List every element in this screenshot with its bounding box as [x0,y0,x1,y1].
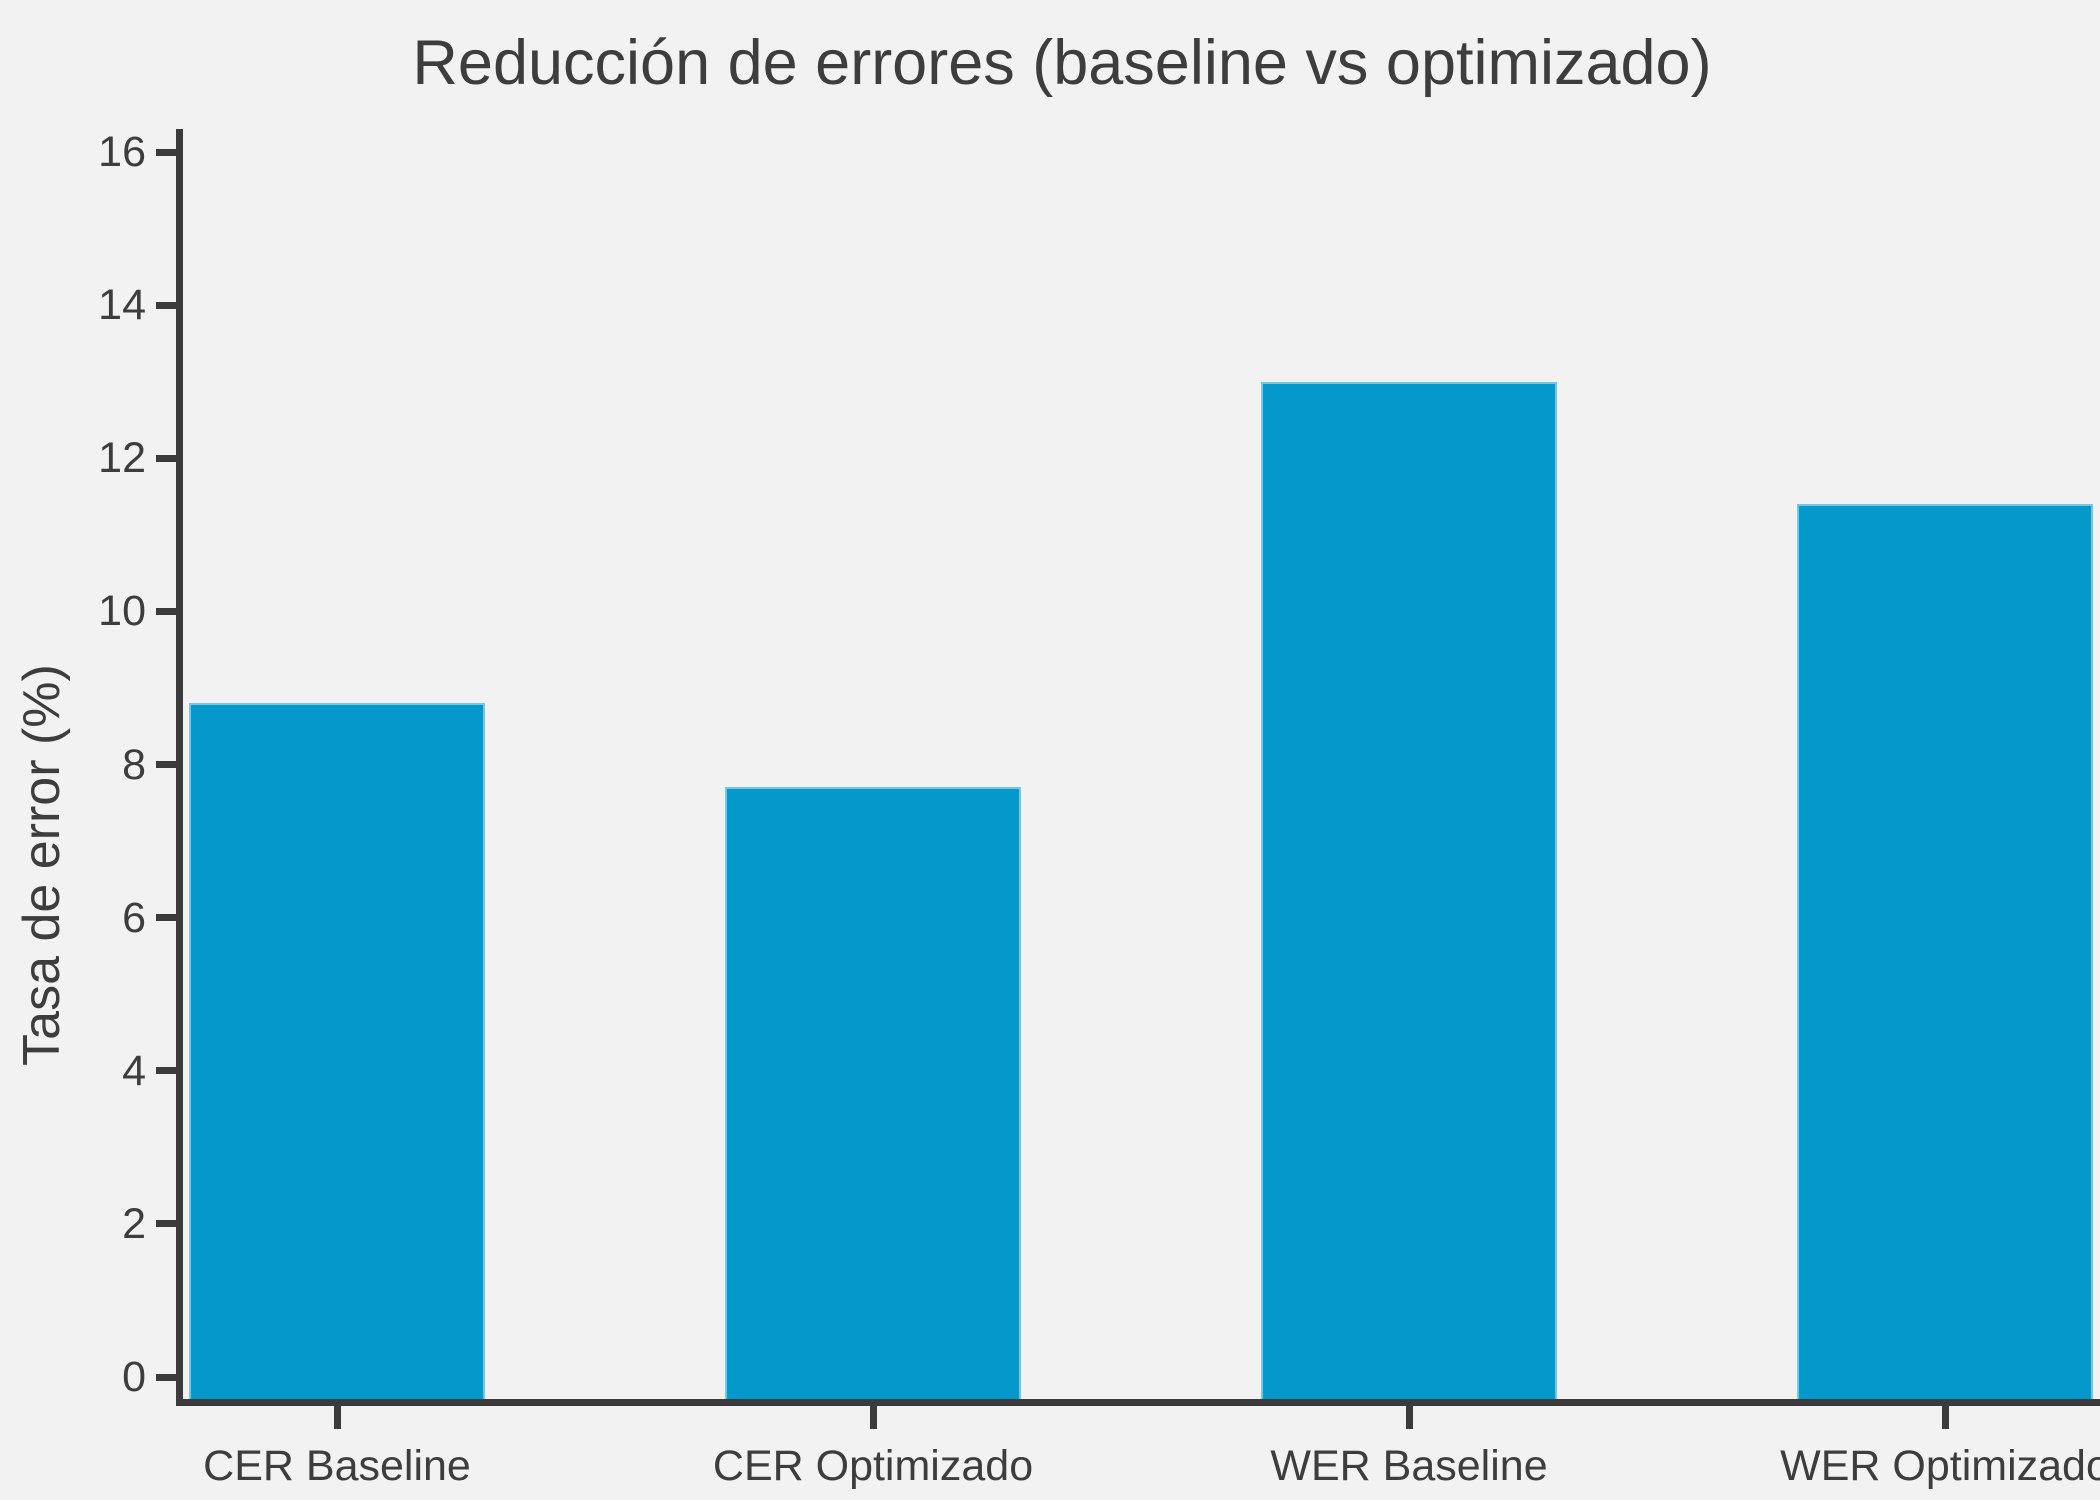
x-tick-label: CER Optimizado [712,1442,1034,1490]
y-axis-label: Tasa de error (%) [13,664,71,1066]
x-tick-mark [1406,1406,1413,1429]
x-tick-mark [1942,1406,1949,1429]
x-tick-label: CER Baseline [203,1442,471,1490]
y-tick-mark [156,302,177,309]
y-tick-label: 12 [98,434,146,482]
y-tick-mark [156,1067,177,1074]
chart-title: Reducción de errores (baseline vs optimi… [412,28,1712,98]
y-tick-label: 10 [98,587,146,635]
bar-cer-baseline [189,703,485,1399]
y-tick-label: 14 [98,281,146,329]
y-tick-label: 6 [122,894,146,942]
y-tick-mark [156,761,177,768]
y-tick-mark [156,455,177,462]
y-axis-spine [176,129,183,1406]
x-axis-spine [176,1399,2100,1406]
x-tick-mark [334,1406,341,1429]
x-tick-label: WER Optimizado [1780,1442,2100,1490]
y-tick-label: 8 [122,741,146,789]
y-tick-label: 2 [122,1200,146,1248]
bar-cer-optimizado [725,787,1021,1399]
x-tick-label: WER Baseline [1270,1442,1548,1490]
y-tick-mark [156,608,177,615]
bar-wer-optimizado [1797,504,2093,1399]
y-tick-mark [156,149,177,156]
y-tick-label: 0 [122,1353,146,1401]
y-tick-label: 4 [122,1047,146,1095]
y-tick-mark [156,1220,177,1227]
y-tick-label: 16 [98,128,146,176]
y-tick-mark [156,1374,177,1381]
bar-wer-baseline [1261,382,1557,1399]
x-tick-mark [870,1406,877,1429]
y-tick-mark [156,914,177,921]
